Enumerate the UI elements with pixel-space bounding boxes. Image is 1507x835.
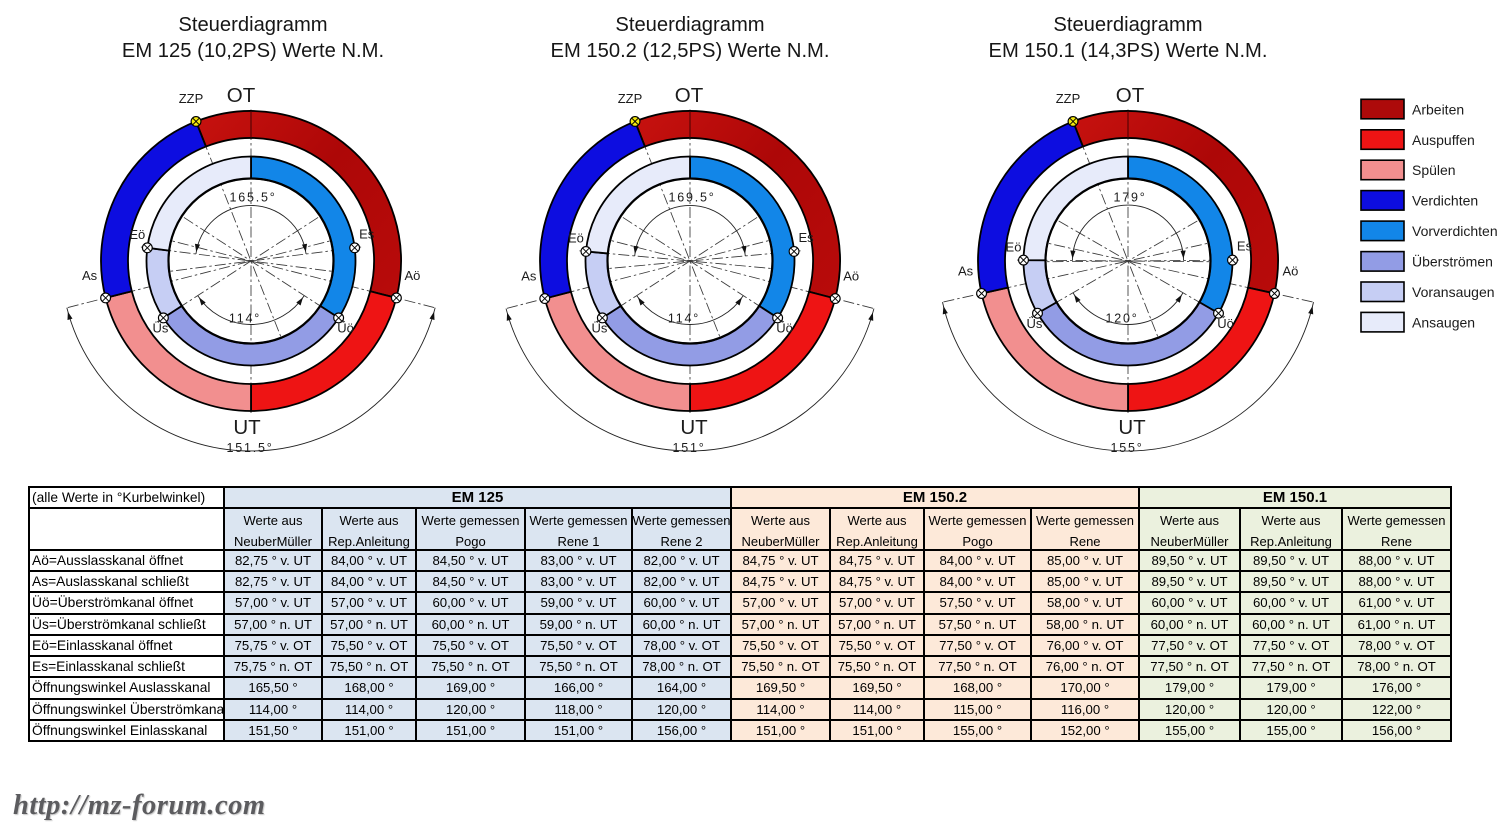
svg-text:Eö: Eö (568, 231, 584, 246)
svg-text:Es: Es (359, 226, 375, 241)
svg-text:Üs: Üs (152, 320, 168, 335)
svg-text:ZZP: ZZP (1056, 91, 1081, 106)
svg-text:As: As (521, 269, 537, 284)
svg-text:EM 125 (10,2PS) Werte N.M.: EM 125 (10,2PS) Werte N.M. (122, 40, 384, 62)
svg-text:As: As (82, 268, 98, 283)
svg-text:169.5°: 169.5° (668, 191, 715, 205)
svg-text:Üs: Üs (1027, 316, 1043, 331)
svg-text:Aö: Aö (404, 268, 420, 283)
svg-text:UT: UT (680, 416, 708, 439)
svg-text:OT: OT (1116, 84, 1145, 107)
svg-text:Arbeiten: Arbeiten (1412, 101, 1464, 117)
svg-text:ZZP: ZZP (618, 91, 643, 106)
svg-text:OT: OT (675, 84, 704, 107)
svg-text:Steuerdiagramm: Steuerdiagramm (1053, 14, 1202, 36)
svg-text:Eö: Eö (129, 227, 145, 242)
svg-text:Ansaugen: Ansaugen (1412, 314, 1475, 330)
svg-text:179°: 179° (1113, 191, 1146, 205)
svg-text:Vorverdichten: Vorverdichten (1412, 223, 1498, 239)
svg-text:EM 150.2 (12,5PS) Werte N.M.: EM 150.2 (12,5PS) Werte N.M. (551, 40, 830, 62)
svg-text:151.5°: 151.5° (226, 441, 273, 455)
svg-text:Verdichten: Verdichten (1412, 193, 1478, 209)
svg-text:UT: UT (233, 416, 261, 439)
svg-text:Es: Es (1237, 239, 1253, 254)
svg-text:As: As (958, 264, 974, 279)
svg-text:ZZP: ZZP (179, 91, 204, 106)
svg-text:Eö: Eö (1006, 239, 1022, 254)
svg-text:Voransaugen: Voransaugen (1412, 284, 1495, 300)
svg-text:Steuerdiagramm: Steuerdiagramm (178, 14, 327, 36)
svg-text:Aö: Aö (1282, 264, 1298, 279)
svg-text:Auspuffen: Auspuffen (1412, 132, 1475, 148)
svg-text:UT: UT (1118, 416, 1146, 439)
svg-text:Üö: Üö (1217, 316, 1234, 331)
svg-text:165.5°: 165.5° (229, 191, 276, 205)
svg-text:114°: 114° (229, 312, 261, 326)
svg-text:Steuerdiagramm: Steuerdiagramm (615, 14, 764, 36)
svg-text:155°: 155° (1110, 441, 1143, 455)
svg-text:120°: 120° (1105, 312, 1138, 326)
svg-text:OT: OT (227, 84, 256, 107)
svg-text:151°: 151° (672, 441, 705, 455)
svg-text:EM 150.1 (14,3PS) Werte N.M.: EM 150.1 (14,3PS) Werte N.M. (989, 40, 1268, 62)
svg-text:Üö: Üö (776, 320, 793, 335)
svg-text:Aö: Aö (843, 269, 859, 284)
svg-text:Spülen: Spülen (1412, 162, 1456, 178)
svg-text:Überströmen: Überströmen (1412, 253, 1493, 270)
svg-text:Es: Es (799, 230, 815, 245)
svg-text:114°: 114° (668, 312, 700, 326)
svg-text:Üs: Üs (591, 320, 607, 335)
svg-text:Üö: Üö (337, 320, 354, 335)
